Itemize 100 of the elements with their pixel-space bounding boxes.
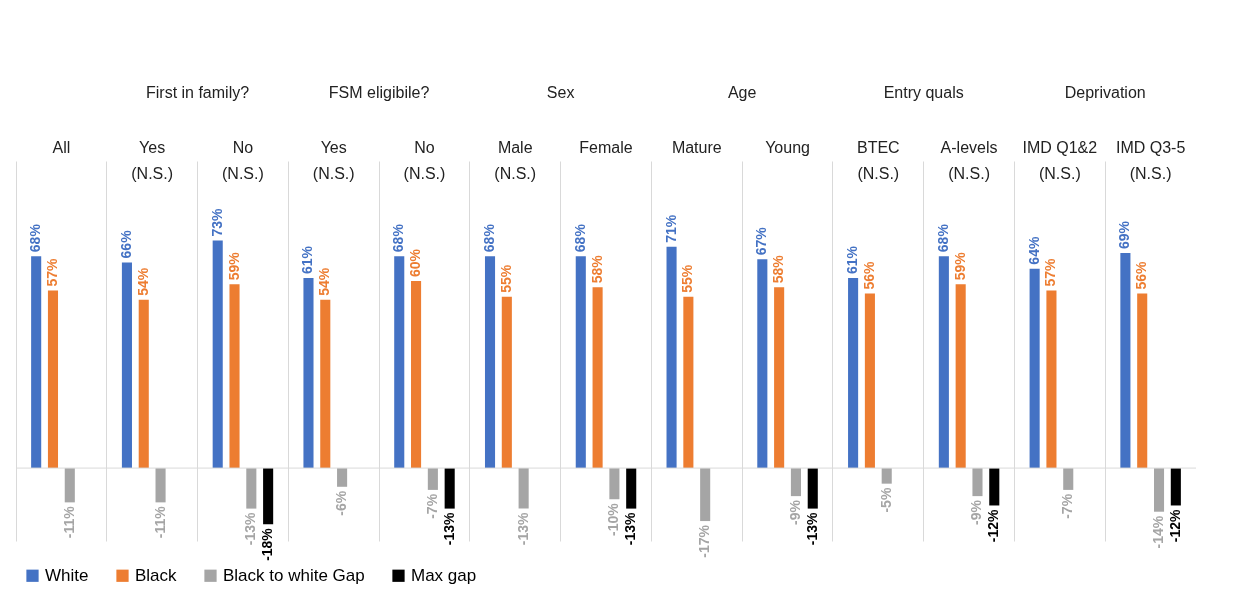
bar [881,468,892,484]
x-tick-label: No (N.S.) [403,138,446,182]
bar [1046,290,1057,469]
data-label: -7% [423,493,440,519]
legend-label: Black [135,565,178,585]
bar [518,468,529,509]
bar [848,278,859,469]
bar [303,278,314,469]
data-label: 58% [588,254,605,284]
data-label: -11% [60,505,77,539]
data-label: 67% [753,226,770,256]
bar [64,468,75,503]
bar [972,468,983,497]
data-label: -6% [333,490,350,516]
data-label: -13% [803,512,820,546]
data-label: -10% [605,502,622,536]
bar [444,468,455,509]
bar [666,246,677,469]
bar [320,299,331,469]
bar [394,256,405,469]
bar [484,256,496,469]
bar [683,296,694,469]
bar [989,468,1000,506]
data-label: -18% [259,527,276,561]
bar [1137,293,1148,469]
bar [700,468,711,522]
bar [1029,268,1040,469]
x-tick-label: All [52,138,71,156]
data-label: 69% [1116,220,1133,250]
data-label: 56% [860,261,877,290]
bar [138,299,149,469]
bar [1170,468,1181,506]
data-label: -5% [877,487,894,513]
text: Age [727,84,757,101]
data-label: 56% [1133,261,1150,290]
data-label: 61% [299,245,316,275]
bar [427,468,438,490]
data-label: 68% [571,223,588,253]
data-label: 64% [1025,236,1042,265]
data-label: 59% [225,251,242,281]
x-tick-label: A-levels (N.S.) [940,138,998,182]
data-label: -7% [1059,493,1076,519]
legend-label: White [45,565,89,585]
bar [229,284,240,469]
bar [501,296,512,469]
bar [337,468,348,487]
x-tick-label: IMD Q1&2 (N.S.) [1022,138,1098,182]
bar [592,287,603,469]
bar [121,262,132,469]
data-label: 68% [27,223,44,253]
bar [212,240,223,469]
bar [246,468,257,509]
data-label: -9% [968,499,985,526]
bar [807,468,818,509]
data-label: 58% [770,254,787,284]
x-tick-label: Yes (N.S.) [131,138,174,182]
data-label: 55% [679,264,696,293]
x-tick-label: No (N.S.) [222,138,264,182]
x-tick-label: Mature [671,138,722,156]
text: FSM eligibile? [328,84,430,101]
data-label: 54% [316,267,333,296]
data-label: 73% [208,208,225,237]
bar [1153,468,1165,512]
x-tick-label: Young [765,138,810,156]
x-tick-label: Male (N.S.) [494,138,537,182]
data-label: 61% [844,245,861,275]
data-label: -13% [242,512,259,546]
data-label: 68% [390,223,407,253]
bar [609,468,620,500]
bar [1120,253,1131,469]
data-label: 54% [134,267,151,296]
data-label: 68% [934,223,951,253]
bar [774,287,785,469]
bar [626,468,637,509]
text: Deprivation [1064,84,1146,101]
x-tick-label: BTEC (N.S.) [856,138,900,182]
bar [790,468,801,497]
bar [1063,468,1074,490]
data-label: 68% [481,223,498,253]
legend-label: Black to white Gap [223,565,365,585]
data-label: -17% [696,524,713,558]
bar [938,256,949,469]
data-label: -12% [1166,508,1183,543]
data-label: 66% [117,229,134,259]
data-label: -13% [622,512,639,546]
text: Entry quals [883,84,964,101]
data-label: 55% [497,264,514,293]
bar [47,290,59,469]
data-label: 59% [951,251,968,281]
x-tick-label: Yes (N.S.) [312,138,355,182]
data-label: 60% [407,248,424,278]
bar [757,259,768,469]
bar [31,256,42,469]
x-tick-label: IMD Q3-5 (N.S.) [1115,138,1186,182]
data-label: -9% [786,499,803,526]
bar [955,284,966,469]
legend-label: Max gap [411,565,477,585]
data-label: 57% [1042,257,1059,287]
x-tick-label: Female [579,138,633,156]
data-label: 57% [43,257,60,287]
